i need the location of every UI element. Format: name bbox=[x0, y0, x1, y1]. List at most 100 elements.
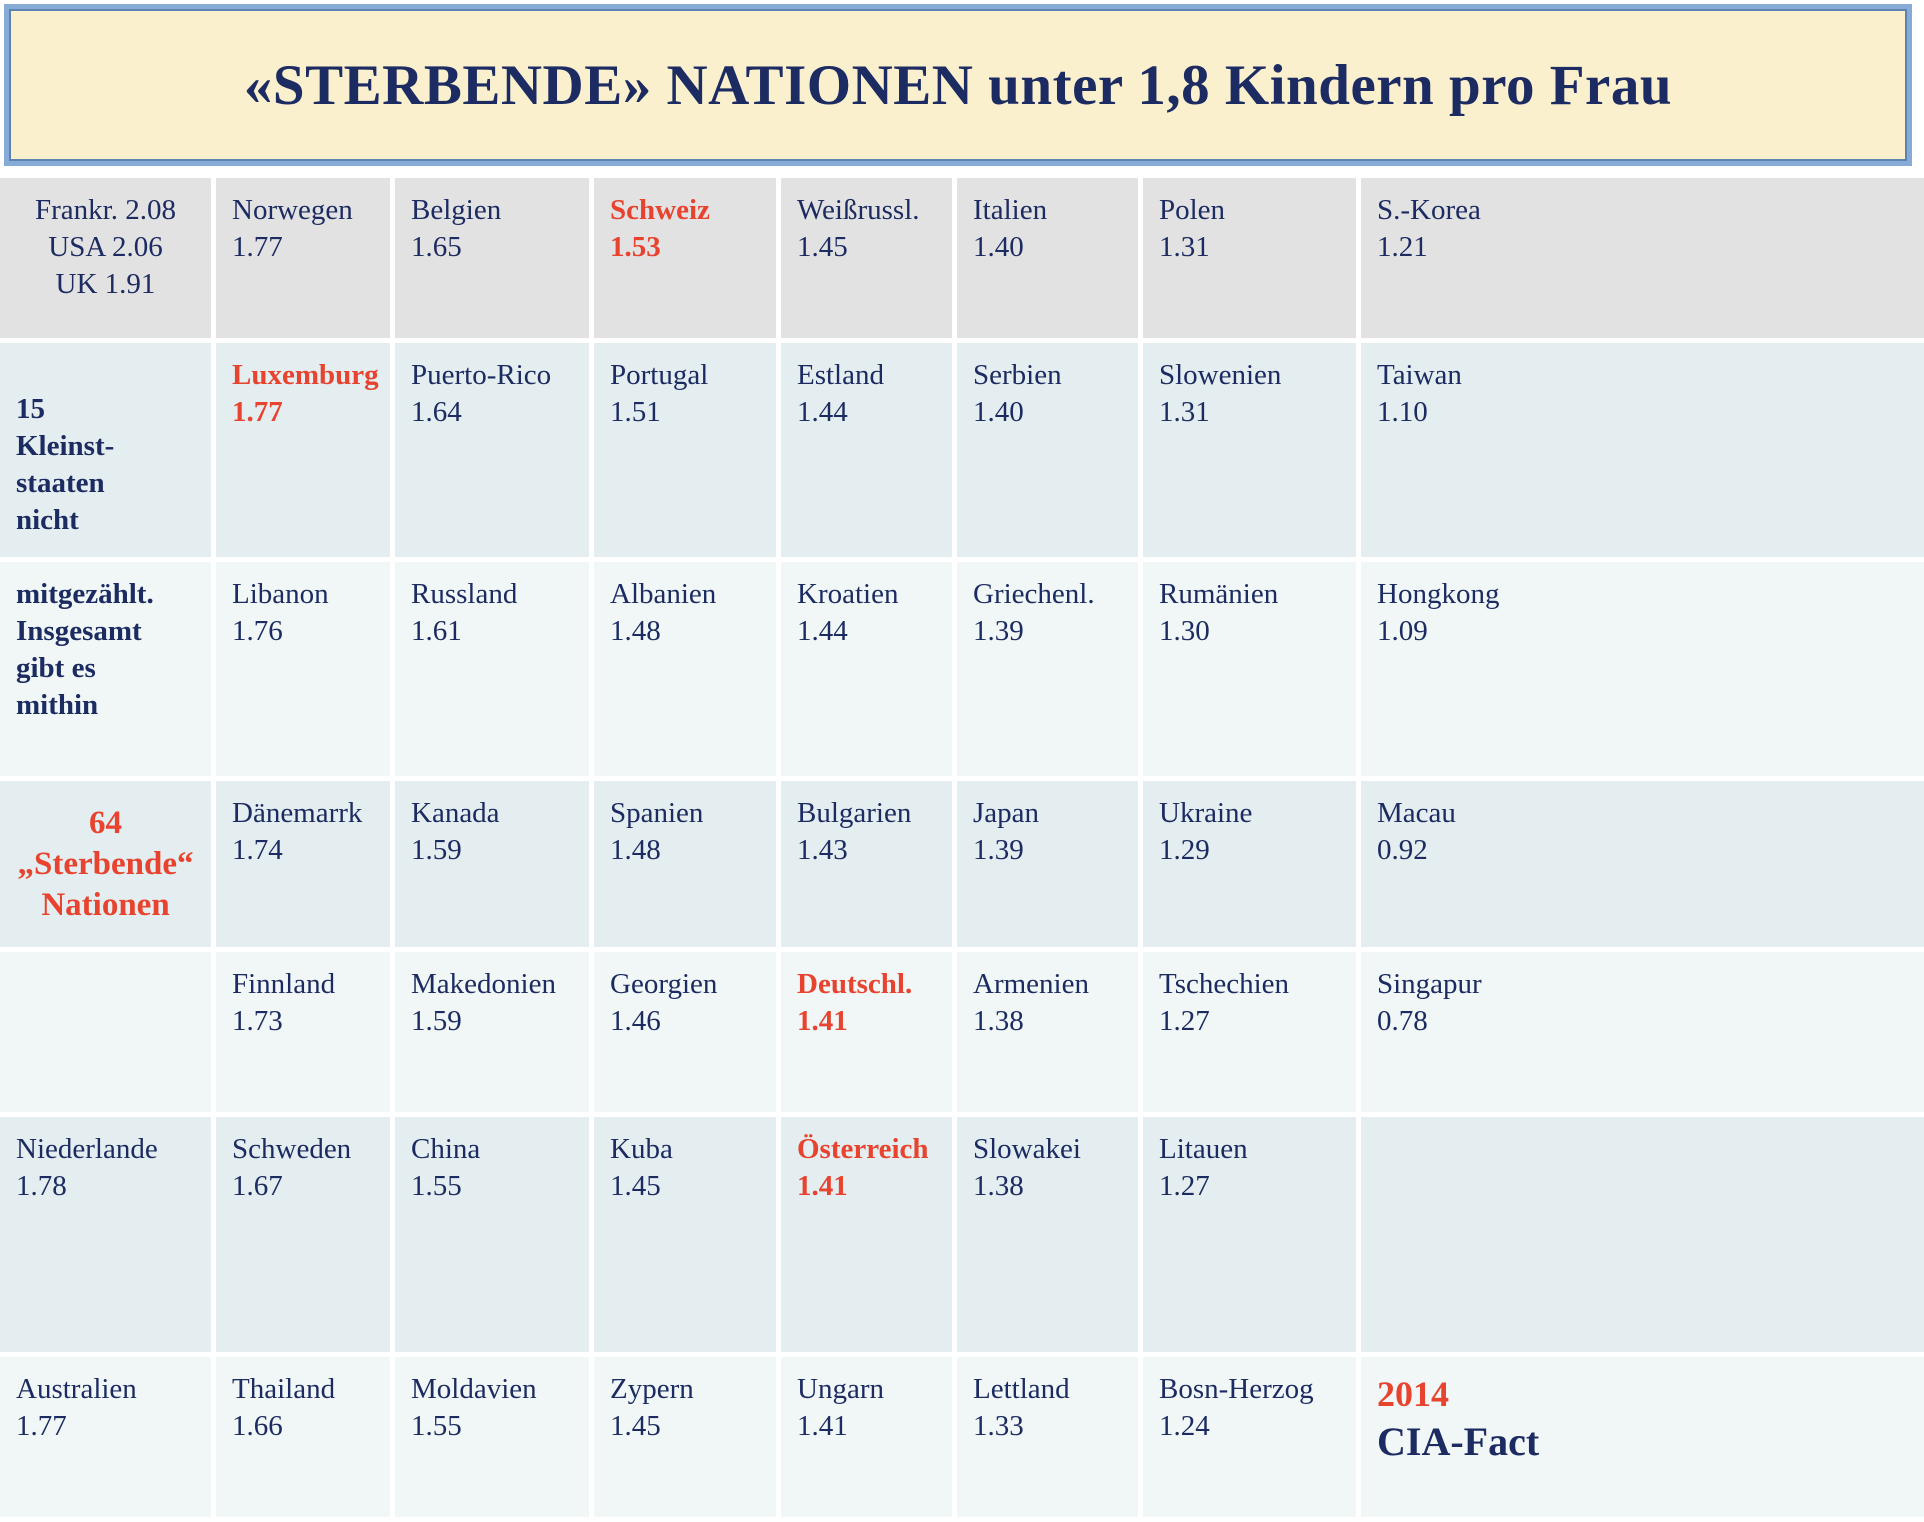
cell-line: 1.40 bbox=[973, 231, 1024, 263]
cell-note-part1: 15 Kleinst-staaten nicht bbox=[0, 343, 211, 557]
cell-line: gibt es bbox=[16, 652, 96, 684]
cell-line: 1.21 bbox=[1377, 231, 1428, 263]
cell-line: 1.78 bbox=[16, 1170, 67, 1202]
cell-line: 1.27 bbox=[1159, 1170, 1210, 1202]
cell-line: Tschechien bbox=[1159, 968, 1290, 1000]
cell-serbien: Serbien 1.40 bbox=[957, 343, 1138, 557]
cell-empty bbox=[0, 952, 211, 1112]
cell-line: 1.39 bbox=[973, 615, 1024, 647]
cell-schweiz: Schweiz 1.53 bbox=[594, 178, 776, 338]
cell-albanien: Albanien 1.48 bbox=[594, 562, 776, 776]
cell-line: 1.51 bbox=[610, 396, 661, 428]
cell-line: nicht bbox=[16, 504, 79, 536]
cell-line: 1.40 bbox=[973, 396, 1024, 428]
cell-rumänien: Rumänien 1.30 bbox=[1143, 562, 1356, 776]
cell-line: 1.64 bbox=[411, 396, 462, 428]
cell-kuba: Kuba 1.45 bbox=[594, 1117, 776, 1352]
cell-line: Georgien bbox=[610, 968, 718, 1000]
cell-line: 1.55 bbox=[411, 1410, 462, 1442]
cell-line: Ungarn bbox=[797, 1373, 884, 1405]
cell-line: 1.33 bbox=[973, 1410, 1024, 1442]
cell-line: Libanon bbox=[232, 578, 329, 610]
cell-line: Singapur bbox=[1377, 968, 1482, 1000]
cell-line: Niederlande bbox=[16, 1133, 158, 1165]
cell-norwegen: Norwegen 1.77 bbox=[216, 178, 390, 338]
cell-line: 1.38 bbox=[973, 1005, 1024, 1037]
cell-note-part2: mitgezählt. Insgesamt gibt es mithin bbox=[0, 562, 211, 776]
cell-line: 1.73 bbox=[232, 1005, 283, 1037]
cell-line: UK 1.91 bbox=[55, 268, 156, 300]
title-banner: «STERBENDE» NATIONEN unter 1,8 Kindern p… bbox=[4, 4, 1912, 166]
cell-line: Albanien bbox=[610, 578, 717, 610]
cell-line: 1.53 bbox=[610, 231, 661, 263]
cell-line: 1.45 bbox=[610, 1410, 661, 1442]
cell-line: 1.30 bbox=[1159, 615, 1210, 647]
cell-line: Thailand bbox=[232, 1373, 336, 1405]
cell-line: 1.41 bbox=[797, 1170, 848, 1202]
cell-line: Portugal bbox=[610, 359, 709, 391]
cell-line: 1.59 bbox=[411, 1005, 462, 1037]
cell-line: 1.31 bbox=[1159, 231, 1210, 263]
cell-kanada: Kanada 1.59 bbox=[395, 781, 589, 947]
cell-line: Kanada bbox=[411, 797, 500, 829]
cell-line: Macau bbox=[1377, 797, 1456, 829]
cell-line: 1.77 bbox=[16, 1410, 67, 1442]
cell-line: 1.77 bbox=[232, 396, 283, 428]
cell-line: 1.43 bbox=[797, 834, 848, 866]
cell-line: Italien bbox=[973, 194, 1048, 226]
cell-line: 1.77 bbox=[232, 231, 283, 263]
cell-line: Kleinst- bbox=[16, 430, 115, 462]
cell-line: 1.46 bbox=[610, 1005, 661, 1037]
cell-kroatien: Kroatien 1.44 bbox=[781, 562, 952, 776]
cell-russland: Russland 1.61 bbox=[395, 562, 589, 776]
cell-source: 2014 CIA-Fact bbox=[1361, 1357, 1924, 1517]
cell-zypern: Zypern 1.45 bbox=[594, 1357, 776, 1517]
cell-thailand: Thailand 1.66 bbox=[216, 1357, 390, 1517]
cell-belgien: Belgien 1.65 bbox=[395, 178, 589, 338]
cell-japan: Japan 1.39 bbox=[957, 781, 1138, 947]
cell-line: Taiwan bbox=[1377, 359, 1462, 391]
cell-italien: Italien 1.40 bbox=[957, 178, 1138, 338]
cell-line: „Sterbende“ bbox=[17, 845, 194, 882]
cell-line: 1.29 bbox=[1159, 834, 1210, 866]
cell-line: Lettland bbox=[973, 1373, 1070, 1405]
cell-schweden: Schweden 1.67 bbox=[216, 1117, 390, 1352]
cell-line: Norwegen bbox=[232, 194, 353, 226]
cell-line: Australien bbox=[16, 1373, 137, 1405]
cell-dänemarrk: Dänemarrk 1.74 bbox=[216, 781, 390, 947]
cell-line: Bosn-Herzog bbox=[1159, 1373, 1314, 1405]
cell-bulgarien: Bulgarien 1.43 bbox=[781, 781, 952, 947]
cell-singapur: Singapur 0.78 bbox=[1361, 952, 1924, 1112]
cell-line: Finnland bbox=[232, 968, 336, 1000]
cell-polen: Polen 1.31 bbox=[1143, 178, 1356, 338]
cell-armenien: Armenien 1.38 bbox=[957, 952, 1138, 1112]
cell-line: S.-Korea bbox=[1377, 194, 1481, 226]
cell-line: Schweden bbox=[232, 1133, 352, 1165]
cell-line: Moldavien bbox=[411, 1373, 537, 1405]
cell-line: 2014 bbox=[1377, 1374, 1449, 1414]
cell-lettland: Lettland 1.33 bbox=[957, 1357, 1138, 1517]
cell-china: China 1.55 bbox=[395, 1117, 589, 1352]
cell-deutschl: Deutschl. 1.41 bbox=[781, 952, 952, 1112]
cell-line: 1.67 bbox=[232, 1170, 283, 1202]
cell-niederlande: Niederlande 1.78 bbox=[0, 1117, 211, 1352]
cell-line: CIA-Fact bbox=[1377, 1419, 1540, 1464]
cell-line: 1.65 bbox=[411, 231, 462, 263]
cell-litauen: Litauen 1.27 bbox=[1143, 1117, 1356, 1352]
cell-line: Bulgarien bbox=[797, 797, 912, 829]
cell-line: Luxemburg bbox=[232, 359, 379, 391]
cell-line: Spanien bbox=[610, 797, 704, 829]
cell-libanon: Libanon 1.76 bbox=[216, 562, 390, 776]
cell-line: 1.45 bbox=[797, 231, 848, 263]
cell-line: 1.55 bbox=[411, 1170, 462, 1202]
cell-line: 0.78 bbox=[1377, 1005, 1428, 1037]
cell-line: Slowenien bbox=[1159, 359, 1282, 391]
cell-österreich: Österreich 1.41 bbox=[781, 1117, 952, 1352]
cell-empty bbox=[1361, 1117, 1924, 1352]
cell-line: China bbox=[411, 1133, 481, 1165]
cell-line: 1.44 bbox=[797, 615, 848, 647]
cell-line: mithin bbox=[16, 689, 99, 721]
cell-line: Deutschl. bbox=[797, 968, 913, 1000]
cell-line: 1.38 bbox=[973, 1170, 1024, 1202]
cell-line: Japan bbox=[973, 797, 1040, 829]
